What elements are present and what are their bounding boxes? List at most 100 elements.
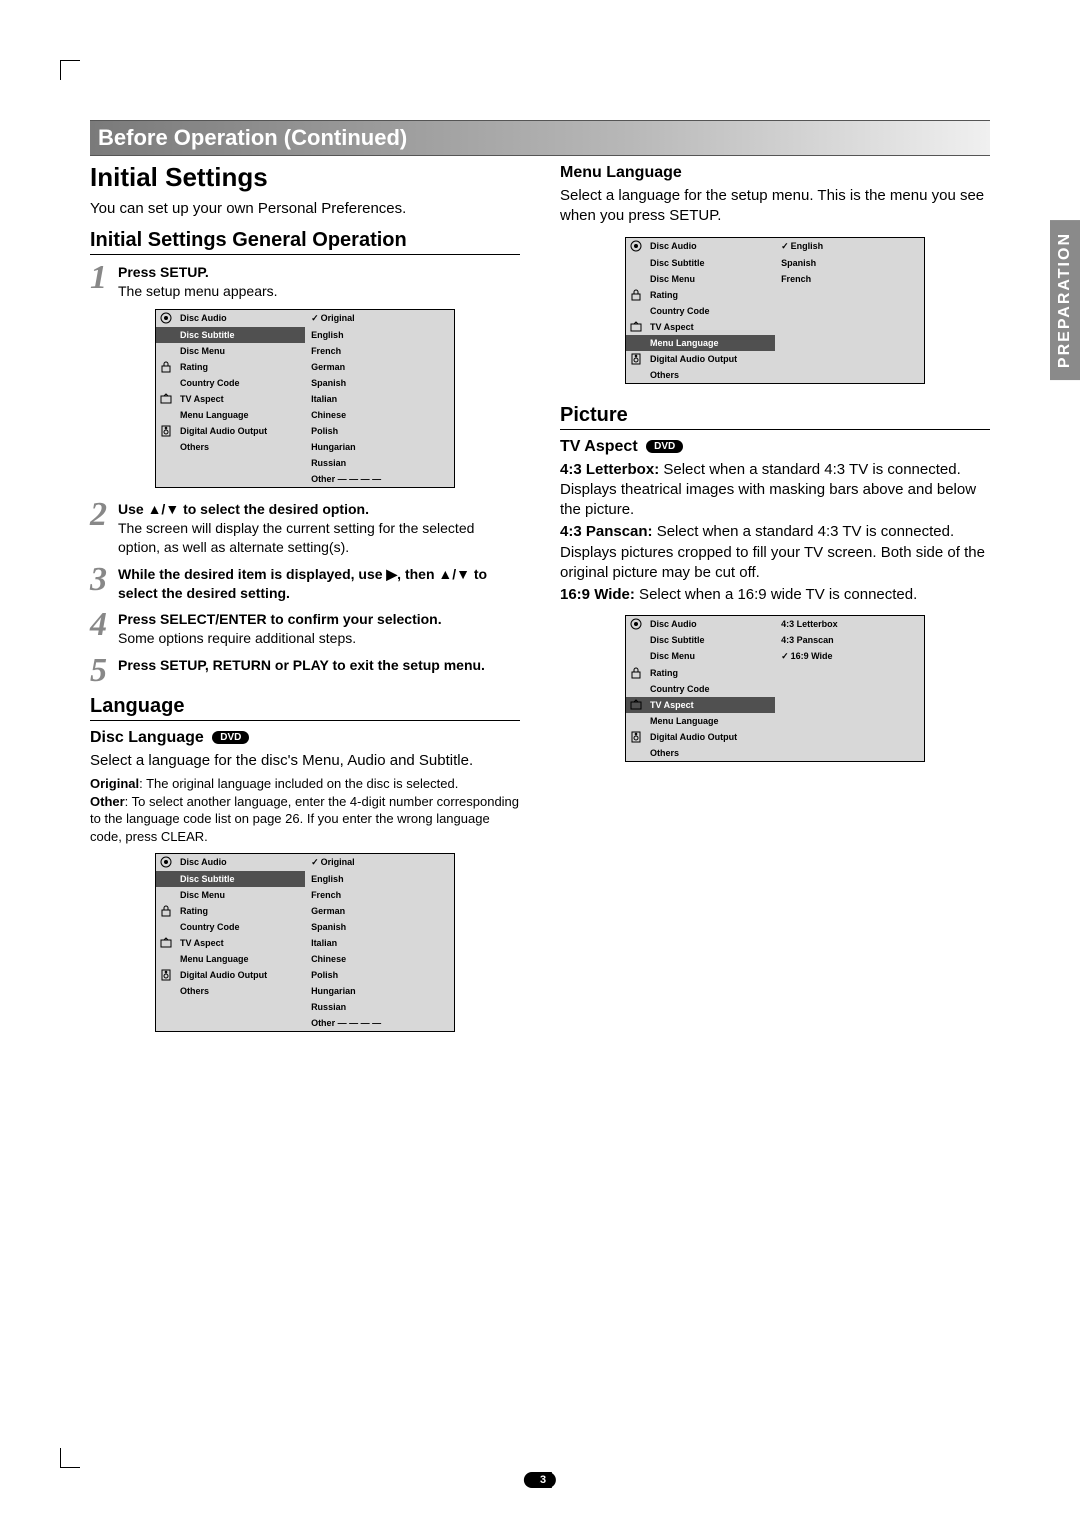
disc-language-label: Disc Language	[90, 729, 204, 746]
heading-menu-language: Menu Language	[560, 164, 990, 182]
menu-right-cell: Other — — — —	[305, 1015, 454, 1031]
disc-icon	[160, 856, 174, 870]
lock-icon	[160, 361, 174, 375]
menu-right-cell	[775, 665, 924, 681]
menu-row: Rating	[626, 287, 924, 303]
panscan-text: 4:3 Panscan: Select when a standard 4:3 …	[560, 522, 990, 583]
menu-row: Russian	[156, 455, 454, 471]
menu-right-cell	[775, 697, 924, 713]
menu-row: Country CodeSpanish	[156, 375, 454, 391]
step-bold: Press SETUP.	[118, 264, 209, 280]
menu-left-cell: Others	[156, 983, 305, 999]
menu-left-cell: Digital Audio Output	[156, 423, 305, 439]
menu-right-cell: Russian	[305, 455, 454, 471]
disc-language-menu-screenshot: Disc AudioOriginalDisc SubtitleEnglishDi…	[155, 853, 455, 1032]
menu-row: RatingGerman	[156, 359, 454, 375]
menu-right-cell: Spanish	[305, 375, 454, 391]
menu-left-cell: Menu Language	[156, 407, 305, 423]
menu-left-cell: Disc Menu	[156, 887, 305, 903]
menu-right-cell: Original	[305, 854, 454, 871]
menu-row: OthersHungarian	[156, 983, 454, 999]
menu-row: Country Code	[626, 303, 924, 319]
wide-text: 16:9 Wide: Select when a 16:9 wide TV is…	[560, 585, 990, 605]
menu-row: Disc Subtitle4:3 Panscan	[626, 632, 924, 648]
lock-icon	[630, 667, 644, 681]
menu-row: Digital Audio OutputPolish	[156, 423, 454, 439]
disc-icon	[160, 312, 174, 326]
speaker-icon	[160, 425, 174, 439]
step-3: 3 While the desired item is displayed, u…	[90, 565, 520, 603]
section-tab: PREPARATION	[1050, 220, 1080, 380]
menu-left-cell: Country Code	[156, 919, 305, 935]
menu-row: TV Aspect	[626, 697, 924, 713]
menu-right-cell: Other — — — —	[305, 471, 454, 487]
menu-row: Menu LanguageChinese	[156, 951, 454, 967]
menu-left-cell: Disc Subtitle	[156, 871, 305, 887]
original-note: Original: The original language included…	[90, 775, 520, 793]
speaker-icon	[630, 731, 644, 745]
heading-initial-settings: Initial Settings	[90, 162, 520, 193]
menu-row: Digital Audio Output	[626, 729, 924, 745]
menu-left-cell: Rating	[156, 359, 305, 375]
menu-row: Others	[626, 367, 924, 383]
menu-row: Menu Language	[626, 335, 924, 351]
step-5: 5 Press SETUP, RETURN or PLAY to exit th…	[90, 656, 520, 687]
menu-left-cell: Digital Audio Output	[626, 729, 775, 745]
step-plain: The screen will display the current sett…	[118, 520, 474, 555]
menu-right-cell: 4:3 Letterbox	[775, 616, 924, 632]
menu-left-cell	[156, 471, 305, 487]
menu-right-cell	[775, 729, 924, 745]
menu-left-cell: TV Aspect	[626, 697, 775, 713]
speaker-icon	[160, 969, 174, 983]
menu-left-cell: Disc Subtitle	[626, 632, 775, 648]
menu-left-cell: Rating	[626, 665, 775, 681]
menu-right-cell: Spanish	[775, 255, 924, 271]
menu-right-cell: French	[305, 343, 454, 359]
menu-right-cell: Hungarian	[305, 983, 454, 999]
step-number: 3	[90, 565, 118, 603]
menu-left-cell	[156, 999, 305, 1015]
menu-left-cell: Disc Audio	[626, 616, 775, 632]
menu-left-cell	[156, 455, 305, 471]
step-4: 4 Press SELECT/ENTER to confirm your sel…	[90, 610, 520, 648]
menu-row: TV AspectItalian	[156, 391, 454, 407]
menu-right-cell	[775, 303, 924, 319]
step-number: 2	[90, 500, 118, 557]
menu-row: Other — — — —	[156, 471, 454, 487]
heading-disc-language: Disc Language DVD	[90, 729, 520, 747]
menu-right-cell: Polish	[305, 423, 454, 439]
disc-language-body: Select a language for the disc's Menu, A…	[90, 751, 520, 771]
step-bold: Press SETUP, RETURN or PLAY to exit the …	[118, 657, 485, 673]
menu-right-cell: French	[305, 887, 454, 903]
menu-right-cell: Hungarian	[305, 439, 454, 455]
menu-left-cell: Menu Language	[626, 713, 775, 729]
step-number: 5	[90, 656, 118, 687]
menu-right-cell	[775, 287, 924, 303]
menu-left-cell: Others	[626, 367, 775, 383]
menu-right-cell: Chinese	[305, 951, 454, 967]
menu-row: Disc MenuFrench	[156, 343, 454, 359]
menu-right-cell	[775, 319, 924, 335]
menu-left-cell: Rating	[156, 903, 305, 919]
disc-icon	[630, 240, 644, 254]
step-1: 1 Press SETUP. The setup menu appears.	[90, 263, 520, 301]
dvd-badge: DVD	[646, 440, 683, 453]
menu-left-cell: Disc Subtitle	[626, 255, 775, 271]
menu-row: Disc SubtitleEnglish	[156, 327, 454, 343]
menu-row: Russian	[156, 999, 454, 1015]
menu-row: Digital Audio Output	[626, 351, 924, 367]
page-title-bar: Before Operation (Continued)	[90, 120, 990, 156]
tv-aspect-label: TV Aspect	[560, 438, 638, 455]
menu-right-cell: German	[305, 359, 454, 375]
menu-row: Disc AudioOriginal	[156, 854, 454, 871]
menu-right-cell	[775, 681, 924, 697]
crop-mark	[60, 60, 80, 80]
menu-left-cell: Disc Menu	[626, 648, 775, 665]
menu-left-cell: Menu Language	[626, 335, 775, 351]
menu-right-cell: Italian	[305, 391, 454, 407]
menu-row: Disc AudioOriginal	[156, 310, 454, 327]
page-number-badge: 13	[524, 1472, 556, 1488]
menu-right-cell: French	[775, 271, 924, 287]
menu-right-cell: English	[775, 238, 924, 255]
menu-left-cell: Disc Audio	[156, 310, 305, 327]
